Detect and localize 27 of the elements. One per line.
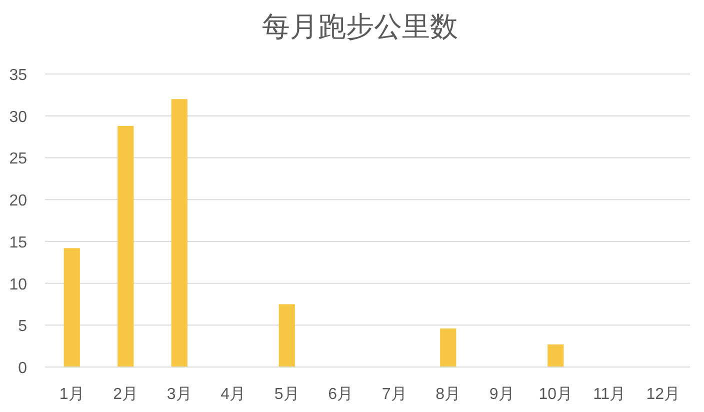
x-tick-label: 11月 (593, 386, 626, 403)
y-tick-label: 30 (9, 108, 28, 126)
x-tick-label: 5月 (274, 386, 300, 403)
x-tick-label: 12月 (646, 386, 680, 403)
bar (440, 328, 456, 367)
bar (278, 304, 295, 367)
y-tick-label: 35 (9, 67, 28, 84)
x-tick-label: 10月 (538, 386, 573, 403)
y-tick-label: 25 (9, 150, 28, 168)
y-tick-label: 5 (18, 318, 28, 336)
x-tick-label: 9月 (489, 386, 514, 403)
y-tick-label: 0 (18, 360, 28, 377)
y-tick-label: 15 (9, 234, 28, 252)
x-tick-label: 8月 (436, 386, 461, 403)
x-tick-label: 2月 (113, 386, 138, 403)
x-tick-label: 3月 (166, 386, 192, 403)
x-tick-label: 7月 (382, 386, 407, 403)
chart-title: 每月跑步公里数 (262, 11, 458, 42)
bar (548, 344, 564, 367)
x-tick-label: 1月 (59, 386, 84, 403)
y-tick-label: 10 (9, 276, 28, 294)
bar (171, 99, 188, 367)
x-tick-label: 6月 (328, 386, 354, 403)
y-tick-label: 20 (9, 192, 28, 210)
x-tick-label: 4月 (220, 386, 246, 403)
bar (64, 248, 80, 367)
bar (118, 126, 134, 367)
